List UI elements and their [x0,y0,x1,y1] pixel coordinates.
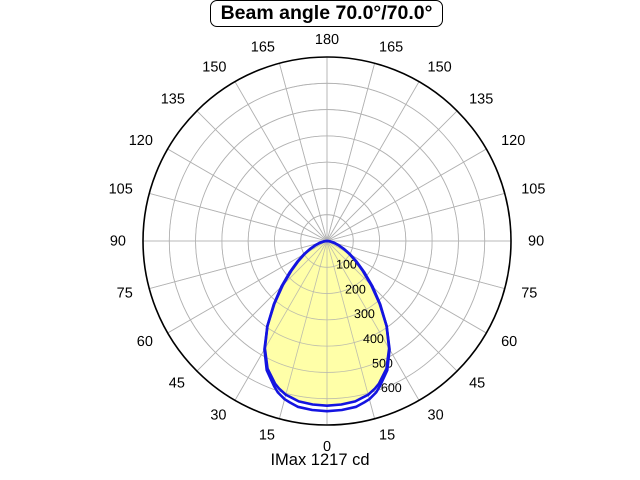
svg-text:165: 165 [379,39,403,55]
svg-text:15: 15 [259,428,275,444]
svg-text:600: 600 [381,381,402,395]
svg-text:135: 135 [469,91,493,107]
svg-text:165: 165 [251,39,275,55]
svg-text:45: 45 [469,376,485,392]
svg-text:90: 90 [528,234,544,250]
svg-text:400: 400 [363,332,384,346]
svg-text:30: 30 [210,408,226,424]
svg-text:300: 300 [354,307,375,321]
svg-text:75: 75 [117,286,133,302]
svg-text:60: 60 [137,334,153,350]
svg-text:60: 60 [501,334,517,350]
svg-text:75: 75 [521,286,537,302]
svg-text:135: 135 [161,91,185,107]
svg-text:105: 105 [109,182,133,198]
svg-text:180: 180 [315,32,339,48]
svg-text:150: 150 [202,59,226,75]
svg-text:15: 15 [379,428,395,444]
svg-text:120: 120 [501,133,525,149]
svg-text:30: 30 [428,408,444,424]
svg-text:200: 200 [345,282,366,296]
svg-text:45: 45 [169,376,185,392]
svg-text:150: 150 [428,59,452,75]
svg-text:120: 120 [129,133,153,149]
svg-text:90: 90 [110,234,126,250]
svg-text:105: 105 [521,182,545,198]
